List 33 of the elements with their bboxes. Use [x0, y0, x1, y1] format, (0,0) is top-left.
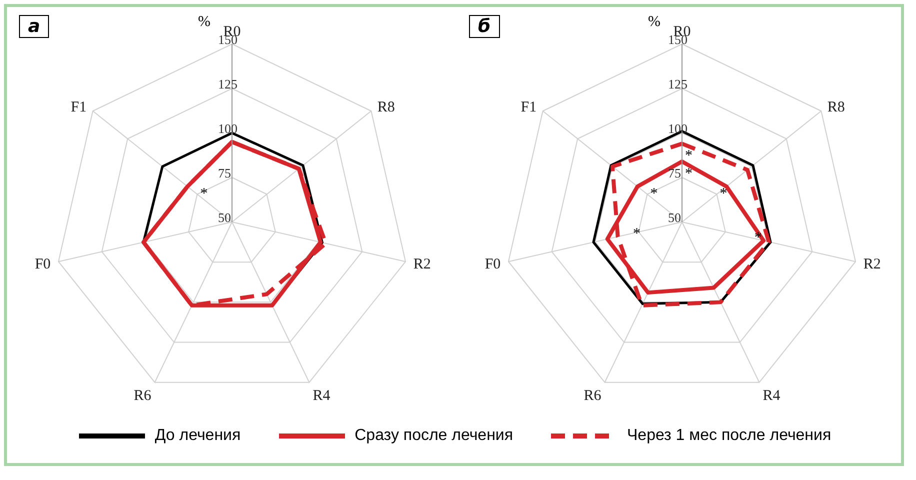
y-tick-label: 125	[668, 76, 688, 92]
spoke-label: R4	[312, 388, 331, 404]
text: *	[685, 148, 692, 164]
chart-title: б	[469, 15, 500, 38]
chart-title: а	[19, 15, 50, 38]
text: *	[720, 186, 728, 202]
y-tick-label: 100	[668, 121, 688, 136]
y-tick-label: 50	[668, 210, 681, 225]
text: %	[198, 14, 210, 31]
text: *	[685, 166, 692, 182]
legend-label: До лечения	[154, 427, 241, 445]
spoke-label: R6	[134, 388, 152, 404]
y-tick-label: 125	[218, 76, 238, 92]
spoke-label: F1	[70, 99, 87, 116]
y-tick-label: 75	[668, 166, 681, 180]
legend-label: Сразу после лечения	[354, 427, 514, 445]
spoke-label: R8	[377, 99, 395, 116]
text: *	[632, 226, 640, 242]
text: *	[650, 186, 658, 202]
spoke-label: R2	[863, 256, 881, 273]
text: %	[648, 14, 660, 31]
spoke-label: F1	[520, 99, 537, 116]
spoke-label: R4	[762, 388, 781, 404]
y-tick-label: 50	[218, 210, 231, 225]
legend-label: Через 1 мес после лечения	[627, 427, 832, 445]
spoke-label: R6	[584, 388, 602, 404]
spoke-label: R8	[827, 99, 845, 116]
text: *	[200, 186, 208, 202]
spoke-label: F0	[34, 256, 51, 273]
spoke-label: R2	[413, 256, 431, 273]
y-tick-label: 100	[218, 121, 238, 136]
spoke-label: F0	[484, 256, 501, 273]
y-tick-label: 75	[218, 166, 231, 180]
